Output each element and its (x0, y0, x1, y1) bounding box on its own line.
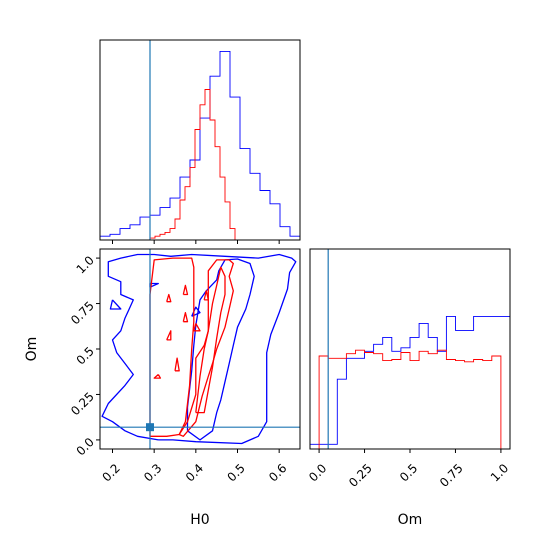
contour-line-red-6 (153, 374, 162, 379)
h0-tick-label-2: 0.4 (183, 461, 206, 484)
h0-marginal-frame (99, 39, 301, 241)
contour-line-red-7 (193, 323, 201, 332)
contour-line-red-8 (182, 311, 189, 323)
om-hist-step-1 (318, 349, 502, 449)
om-hist-step-0 (310, 315, 510, 449)
h0-tick-label-1: 0.3 (141, 461, 164, 484)
contour-line-blue-1 (186, 258, 255, 441)
contour-line-red-2 (195, 266, 226, 414)
contour-line-red-3 (174, 357, 180, 372)
contour-line-blue-0 (101, 253, 297, 445)
h0-marginal-ticks (112, 240, 280, 244)
y-axis-label-om: Om (24, 337, 40, 362)
contour-y-ticks: 0.0 0.25 0.5 0.75 1.0 (68, 253, 100, 458)
h0-marginal-panel (99, 39, 301, 244)
contour-line-red-9 (182, 284, 189, 296)
contour-line-blue-2 (109, 299, 122, 310)
om-marginal-tick-label-2: 0.5 (397, 461, 420, 484)
h0-hist-step-0 (100, 50, 300, 240)
om-marginal-tick-label-0: 0.0 (306, 461, 329, 484)
om-marginal-tick-label-3: 0.75 (437, 461, 466, 490)
h0-tick-label-4: 0.6 (266, 461, 289, 484)
contour-panel: 0.2 0.3 0.4 0.5 0.6 0.0 0.25 0.5 0.75 1.0 H0 Om (24, 248, 301, 528)
om-tick-label-0: 0.0 (74, 435, 97, 458)
contour-line-red-5 (166, 293, 172, 303)
om-tick-label-4: 1.0 (74, 253, 97, 276)
contour-line-red-4 (166, 330, 172, 341)
om-marginal-frame (309, 248, 511, 450)
om-tick-label-2: 0.5 (74, 344, 97, 367)
x-axis-label-om: Om (398, 512, 423, 528)
truth-marker (146, 423, 154, 432)
h0-tick-label-0: 0.2 (99, 461, 122, 484)
contour-series (101, 253, 297, 445)
om-marginal-panel: 0.0 0.25 0.5 0.75 1.0 Om (306, 248, 511, 528)
h0-tick-label-3: 0.5 (224, 461, 247, 484)
om-histogram-series (310, 315, 510, 449)
h0-histogram-series (100, 50, 300, 240)
contour-x-ticks: 0.2 0.3 0.4 0.5 0.6 (99, 449, 290, 485)
om-marginal-tick-label-4: 1.0 (488, 461, 511, 484)
om-marginal-tick-label-1: 0.25 (346, 461, 375, 490)
om-tick-label-3: 0.75 (68, 299, 97, 328)
om-x-ticks: 0.0 0.25 0.5 0.75 1.0 (306, 449, 511, 490)
h0-hist-step-1 (149, 89, 240, 240)
contour-line-red-10 (203, 290, 209, 301)
om-tick-label-1: 0.25 (68, 390, 97, 419)
contour-frame (99, 248, 301, 450)
x-axis-label-h0: H0 (190, 512, 209, 528)
contour-line-red-1 (178, 259, 234, 437)
